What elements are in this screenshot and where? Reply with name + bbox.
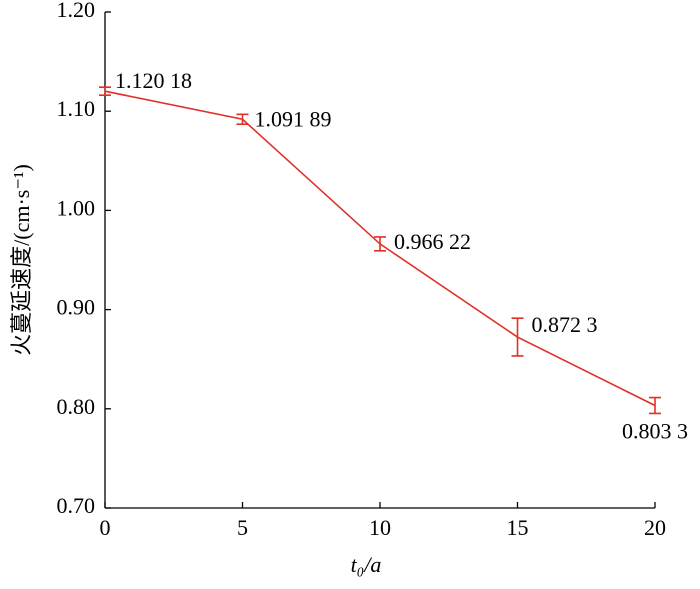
x-tick-label: 5 — [237, 515, 248, 540]
error-bar — [99, 86, 111, 96]
data-label: 0.872 3 — [532, 312, 598, 337]
y-tick-label: 1.10 — [57, 96, 96, 121]
data-label: 0.803 3 — [622, 419, 688, 444]
y-tick-label: 0.80 — [57, 394, 96, 419]
error-bar — [511, 317, 524, 357]
data-label: 1.091 89 — [255, 106, 332, 131]
error-bar — [649, 396, 661, 415]
x-tick-label: 15 — [507, 515, 529, 540]
x-tick-label: 20 — [644, 515, 666, 540]
y-tick-label: 1.20 — [57, 0, 96, 22]
y-tick-label: 1.00 — [57, 195, 96, 220]
error-bar — [236, 113, 249, 126]
x-tick-label: 10 — [369, 515, 391, 540]
error-bar — [374, 236, 386, 252]
x-axis-label: t₀/a — [351, 552, 382, 577]
y-axis-label: 火蔓延速度/(cm·s⁻¹) — [9, 164, 34, 356]
y-tick-label: 0.70 — [57, 493, 96, 518]
data-label: 0.966 22 — [394, 229, 471, 254]
data-label: 1.120 18 — [115, 68, 192, 93]
y-tick-label: 0.90 — [57, 295, 96, 320]
x-tick-label: 0 — [100, 515, 111, 540]
